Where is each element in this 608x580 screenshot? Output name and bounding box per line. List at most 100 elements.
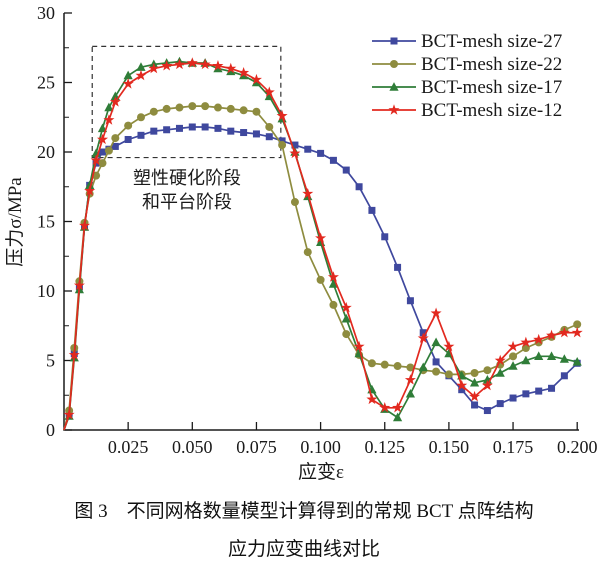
- data-point-star: [507, 340, 519, 352]
- data-point-triangle: [534, 351, 544, 361]
- data-point-circle: [432, 367, 441, 376]
- data-point-star: [392, 401, 404, 413]
- data-point-star: [353, 340, 365, 352]
- data-point-circle: [201, 102, 210, 111]
- data-point-triangle: [123, 70, 133, 80]
- data-point-square: [432, 358, 440, 366]
- data-point-circle: [573, 320, 582, 329]
- data-point-triangle: [572, 356, 582, 366]
- plateau-stage-label: 塑性硬化阶段: [133, 168, 241, 188]
- data-point-star: [250, 73, 262, 85]
- data-point-star: [456, 379, 468, 391]
- data-point-square: [509, 394, 517, 402]
- data-point-square: [483, 407, 491, 415]
- data-point-circle: [226, 104, 235, 113]
- data-point-triangle: [392, 412, 403, 422]
- data-point-square: [111, 142, 119, 150]
- x-tick-label: 0.050: [172, 437, 213, 457]
- data-point-triangle: [431, 337, 441, 347]
- data-point-square: [390, 37, 398, 45]
- data-point-circle: [239, 106, 248, 115]
- data-point-square: [98, 148, 106, 156]
- data-point-triangle: [405, 388, 416, 398]
- data-point-star: [96, 133, 109, 145]
- y-tick-label: 5: [46, 351, 55, 371]
- data-point-star: [417, 332, 429, 343]
- data-point-square: [458, 386, 466, 394]
- data-point-star: [263, 86, 275, 97]
- data-point-triangle: [546, 351, 557, 361]
- data-point-star: [366, 393, 378, 405]
- data-point-circle: [303, 248, 312, 257]
- data-point-star: [73, 279, 85, 291]
- x-tick-label: 0.100: [300, 437, 341, 457]
- data-point-circle: [290, 198, 299, 207]
- x-tick-label: 0.150: [429, 437, 470, 457]
- data-point-square: [214, 124, 222, 132]
- series-bct-mesh-size-12: [63, 57, 583, 431]
- x-axis-label: 应变ε: [298, 461, 344, 483]
- data-point-square: [342, 166, 350, 174]
- y-tick-label: 0: [46, 420, 55, 440]
- y-tick-label: 10: [37, 281, 55, 301]
- data-point-square: [240, 129, 248, 137]
- data-point-circle: [136, 113, 145, 122]
- data-point-circle: [265, 122, 274, 131]
- data-point-star: [469, 390, 481, 402]
- data-point-star: [302, 187, 314, 199]
- data-point-square: [496, 400, 504, 408]
- data-point-circle: [316, 275, 325, 284]
- data-point-star: [135, 69, 147, 81]
- data-point-triangle: [85, 180, 95, 190]
- data-point-circle: [124, 121, 133, 130]
- data-point-circle: [367, 359, 376, 368]
- data-point-square: [265, 133, 273, 141]
- data-point-star: [533, 333, 545, 345]
- data-point-star: [520, 336, 532, 348]
- legend-item: BCT-mesh size-22: [372, 54, 562, 75]
- data-point-circle: [380, 360, 389, 369]
- legend-item: BCT-mesh size-27: [372, 31, 562, 52]
- data-point-star: [212, 60, 224, 71]
- series-line: [63, 105, 578, 431]
- plateau-stage-label: 和平台阶段: [142, 192, 232, 212]
- data-point-square: [329, 156, 337, 164]
- y-tick-label: 25: [37, 73, 55, 93]
- data-point-triangle: [136, 62, 146, 71]
- data-point-circle: [278, 141, 287, 150]
- data-point-square: [188, 123, 196, 131]
- data-point-circle: [175, 103, 184, 112]
- data-point-triangle: [495, 368, 505, 377]
- plot-series: [63, 56, 583, 431]
- data-point-star: [109, 96, 121, 107]
- data-point-star: [68, 349, 80, 360]
- data-point-circle: [406, 363, 415, 372]
- y-tick-label: 30: [37, 3, 55, 23]
- data-point-circle: [98, 159, 107, 168]
- data-point-star: [173, 58, 185, 70]
- y-axis-label: 压力σ/MPa: [4, 177, 26, 267]
- data-point-circle: [111, 134, 120, 143]
- data-point-circle: [483, 366, 492, 375]
- data-point-square: [150, 127, 158, 135]
- data-point-square: [548, 384, 556, 392]
- x-tick-label: 0.025: [108, 437, 149, 457]
- data-point-square: [368, 206, 376, 214]
- data-point-triangle: [104, 102, 114, 112]
- data-point-square: [252, 130, 260, 138]
- data-point-star: [238, 66, 250, 78]
- data-point-square: [560, 372, 568, 380]
- data-point-star: [161, 60, 173, 71]
- data-point-triangle: [559, 354, 569, 363]
- legend-label: BCT-mesh size-27: [421, 31, 562, 52]
- data-point-square: [381, 233, 389, 241]
- data-point-star: [571, 326, 583, 338]
- data-point-star: [327, 271, 339, 282]
- data-point-star: [379, 401, 391, 413]
- data-point-square: [291, 141, 299, 149]
- data-point-star: [558, 326, 570, 338]
- data-point-circle: [329, 300, 338, 309]
- data-point-star: [481, 379, 493, 391]
